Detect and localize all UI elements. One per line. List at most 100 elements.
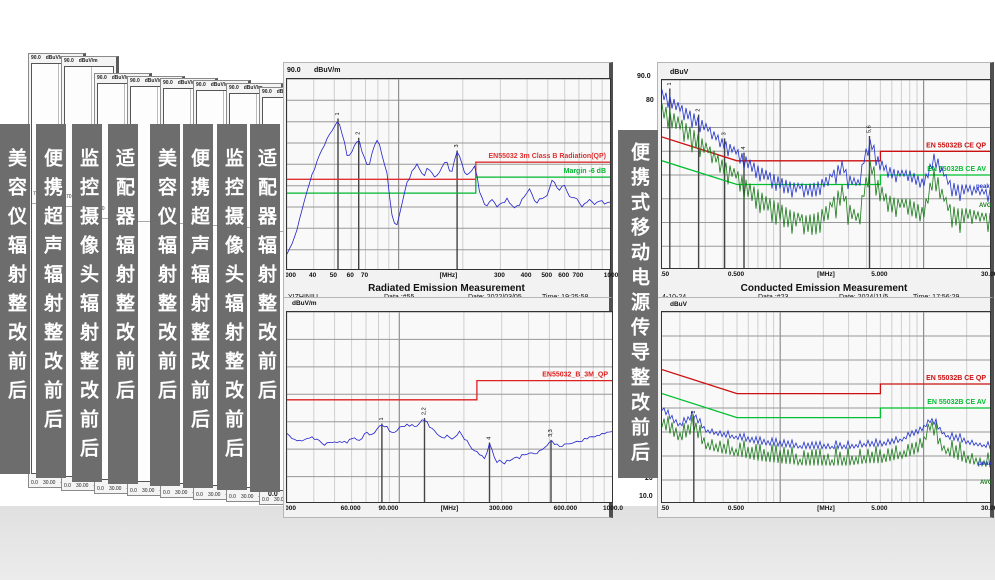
label-bar-adapter-1: 适配器辐射整改前后 bbox=[108, 124, 138, 484]
svg-text:EN 55032B CE AV: EN 55032B CE AV bbox=[927, 399, 986, 406]
svg-text:EN55032 3m Class B Radiation(Q: EN55032 3m Class B Radiation(QP) bbox=[489, 153, 607, 160]
label-bar-beauty-device-1: 美容仪辐射整改前后 bbox=[0, 124, 30, 474]
x-tick-label: 70 bbox=[360, 272, 369, 279]
label-bar-ultrasound-1: 便携超声辐射整改前后 bbox=[36, 124, 66, 478]
mini-ymax: 90.0 bbox=[262, 89, 272, 95]
x-tick-label: 500 bbox=[541, 272, 553, 279]
mini-ymin: 0.0 bbox=[196, 492, 203, 498]
x-tick-label: 1000.0 bbox=[603, 505, 623, 512]
x-tick-label: 30.000 bbox=[286, 272, 296, 279]
mini-xtick: 30.00 bbox=[240, 494, 254, 500]
x-tick-label: [MHz] bbox=[440, 505, 459, 512]
svg-text:EN 55032B CE QP: EN 55032B CE QP bbox=[926, 142, 986, 149]
mini-ymax: 90.0 bbox=[196, 82, 206, 88]
conducted-after-ymin-label: 10.0 bbox=[639, 493, 653, 500]
mini-yunit: dBuV/m bbox=[45, 55, 65, 61]
radiated-before-window: 90.0 dBuV/m EN55032 3m Class B Radiation… bbox=[283, 62, 618, 301]
conducted-y80-label: 80 bbox=[646, 97, 654, 104]
conducted-before-window: dBuV EN 55032B CE QP EN 55032B CE AV 1 2 3 4 5… bbox=[657, 62, 995, 301]
svg-text:3,3: 3,3 bbox=[548, 429, 554, 437]
peak-trace-label: peak bbox=[976, 184, 990, 190]
mini-xtick: 30.00 bbox=[42, 480, 56, 486]
svg-text:EN55032_B_3M_QP: EN55032_B_3M_QP bbox=[542, 372, 608, 379]
x-tick-label: 0.500 bbox=[727, 505, 745, 512]
mini-xtick: 30.00 bbox=[207, 492, 221, 498]
mini-ymax: 90.0 bbox=[163, 80, 173, 86]
radiated-before-chart: EN55032 3m Class B Radiation(QP) Margin -… bbox=[286, 78, 611, 270]
avg-trace-label: AVG bbox=[980, 480, 993, 486]
label-bar-text: 美容仪辐射整改前后 bbox=[5, 148, 26, 409]
mini-ymax: 90.0 bbox=[130, 78, 140, 84]
x-tick-label: 30.000 bbox=[981, 271, 995, 278]
x-tick-label: 1000 bbox=[603, 272, 619, 279]
svg-text:3: 3 bbox=[722, 132, 728, 135]
label-bar-beauty-device-2: 美容仪辐射整改前后 bbox=[150, 124, 180, 486]
x-tick-label: 60 bbox=[346, 272, 354, 279]
mini-ymin: 0.0 bbox=[229, 494, 236, 500]
svg-text:2,2: 2,2 bbox=[422, 407, 428, 415]
x-tick-label: 400 bbox=[520, 272, 532, 279]
x-tick-label: [MHz] bbox=[817, 505, 835, 512]
label-bar-adapter-2: 适配器辐射整改前后 bbox=[250, 124, 280, 492]
x-tick-label: 0.500 bbox=[727, 271, 745, 278]
x-tick-label: 60.000 bbox=[340, 505, 361, 512]
label-bar-text: 美容仪辐射整改前后 bbox=[155, 148, 176, 409]
mini-yunit: dBuV/m bbox=[243, 85, 263, 91]
label-bar-power-bank: 便携式移动电源传导整改前后 bbox=[618, 130, 658, 478]
x-tick-label: 300 bbox=[493, 272, 505, 279]
mini-yunit: dBuV/m bbox=[111, 75, 131, 81]
svg-text:1: 1 bbox=[379, 417, 385, 420]
avg-trace-label: AVG bbox=[979, 203, 992, 209]
label-bar-text: 便携超声辐射整改前后 bbox=[188, 148, 209, 438]
mini-ymax: 90.0 bbox=[229, 85, 239, 91]
conducted-after-chart: EN 55032B CE QP EN 55032B CE AV 1 bbox=[661, 311, 991, 503]
mini-xtick: 30.00 bbox=[75, 483, 89, 489]
mini-ymin: 0.0 bbox=[262, 497, 269, 503]
svg-text:2: 2 bbox=[696, 109, 702, 112]
label-bar-camera-1: 监控摄像头辐射整改前后 bbox=[72, 124, 102, 482]
conducted-yunit-label: dBuV bbox=[670, 69, 689, 76]
conducted-after-y20-label: 20 bbox=[645, 475, 653, 482]
conducted2-yunit-label: dBuV bbox=[670, 301, 687, 308]
conducted-before-xaxis: 0.150 0.500 [MHz] 5.000 30.000 bbox=[661, 271, 995, 280]
label-bar-text: 便携超声辐射整改前后 bbox=[41, 148, 62, 438]
x-tick-label: 50 bbox=[329, 272, 337, 279]
x-tick-label: 90.000 bbox=[378, 505, 399, 512]
svg-text:3: 3 bbox=[454, 144, 460, 147]
lower-background bbox=[0, 506, 995, 580]
mini-xtick: 30.00 bbox=[174, 490, 188, 496]
radiated-after-window: dBuV/m EN55032_B_3M_QP 1 2,2 4 3,3 30.000 60.… bbox=[283, 297, 623, 518]
label-bar-text: 监控摄像头辐射整改前后 bbox=[222, 148, 243, 467]
mini-yunit: dBuV/m bbox=[144, 78, 164, 84]
x-tick-label: 30.000 bbox=[981, 505, 995, 512]
svg-text:4: 4 bbox=[741, 147, 747, 150]
mini-ymax: 90.0 bbox=[97, 75, 107, 81]
x-tick-label: [MHz] bbox=[817, 271, 835, 278]
svg-text:4: 4 bbox=[487, 437, 493, 440]
radiated-yunit-label: dBuV/m bbox=[314, 67, 341, 74]
mini-xtick: 30.00 bbox=[108, 486, 122, 492]
conducted-after-xaxis: 0.150 0.500 [MHz] 5.000 30.000 bbox=[661, 505, 995, 514]
mini-xtick: 30.00 bbox=[141, 488, 155, 494]
mini-ymax: 90.0 bbox=[31, 55, 41, 61]
mini-yunit: dBuV/m bbox=[78, 58, 98, 64]
svg-text:EN 55032B CE QP: EN 55032B CE QP bbox=[926, 375, 986, 382]
mini-ymid: 70 bbox=[66, 193, 72, 200]
svg-text:2: 2 bbox=[356, 132, 362, 135]
mini-ymid: 70 bbox=[33, 191, 39, 197]
x-tick-label: 40 bbox=[309, 272, 317, 279]
radiated-after-xaxis: 30.000 60.000 90.000 [MHz] 300.000 600.000 100… bbox=[286, 505, 627, 514]
label-bar-text: 适配器辐射整改前后 bbox=[113, 148, 134, 409]
x-tick-label: 0.150 bbox=[661, 271, 670, 278]
mini-ymin: 0.0 bbox=[31, 480, 38, 486]
conducted-after-window: dBuV EN 55032B CE QP EN 55032B CE AV 1 pea… bbox=[657, 297, 995, 518]
mini-xtick: 30.00 bbox=[273, 497, 287, 503]
label-bar-camera-2: 监控摄像头辐射整改前后 bbox=[217, 124, 247, 490]
label-bar-ultrasound-2: 便携超声辐射整改前后 bbox=[183, 124, 213, 488]
x-tick-label: [MHz] bbox=[439, 272, 458, 279]
